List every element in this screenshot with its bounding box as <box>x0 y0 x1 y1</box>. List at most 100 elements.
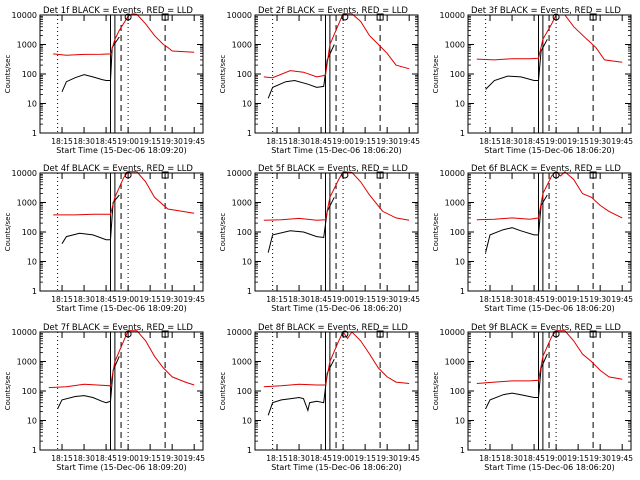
y-tick-label: 100 <box>237 387 252 396</box>
y-tick-label: 1000 <box>17 358 37 367</box>
x-tick-label: 19:15 <box>139 454 161 463</box>
x-tick-label: 18:15 <box>51 454 73 463</box>
events-series-line <box>267 197 335 253</box>
x-tick-label: 18:30 <box>288 454 310 463</box>
square-marker <box>161 13 169 21</box>
x-tick-label: 18:15 <box>479 295 501 304</box>
y-tick-label: 10000 <box>440 328 465 337</box>
y-axis-label: Counts/sec <box>219 372 227 411</box>
y-tick-label: 10000 <box>440 169 465 178</box>
x-tick-label: 18:45 <box>523 295 545 304</box>
x-axis-label: Start Time (15-Dec-06 18:06:20) <box>484 146 615 155</box>
y-tick-label: 1000 <box>232 199 252 208</box>
x-tick-label: 19:45 <box>611 137 633 146</box>
x-tick-label: 18:30 <box>501 295 523 304</box>
x-tick-label: 18:45 <box>310 137 332 146</box>
x-tick-label: 19:45 <box>611 295 633 304</box>
x-tick-label: 18:30 <box>73 137 95 146</box>
x-tick-label: 18:15 <box>51 137 73 146</box>
x-tick-label: 19:15 <box>567 454 589 463</box>
y-axis-label: Counts/sec <box>4 55 12 94</box>
x-tick-label: 18:15 <box>266 454 288 463</box>
x-tick-label: 19:00 <box>545 137 567 146</box>
y-tick-label: 1 <box>460 287 465 296</box>
x-tick-label: 18:30 <box>288 295 310 304</box>
events-series-line <box>61 36 120 92</box>
x-tick-label: 19:00 <box>545 295 567 304</box>
panel-title: Det 1f BLACK = Events, RED = LLD <box>43 6 193 16</box>
y-tick-label: 10000 <box>227 169 252 178</box>
x-tick-label: 19:45 <box>183 295 205 304</box>
lld-series-line <box>48 330 195 389</box>
lld-series-line <box>263 13 410 79</box>
panel-title: Det 5f BLACK = Events, RED = LLD <box>258 164 408 174</box>
y-tick-label: 100 <box>22 387 37 396</box>
events-series-line <box>485 353 548 410</box>
y-axis-label: Counts/sec <box>219 213 227 252</box>
x-tick-label: 18:15 <box>266 137 288 146</box>
det-panel-7: 1 10 100 1000 10000 18:15 18:30 18:45 19:00 19:15… <box>4 323 205 472</box>
x-tick-label: 18:45 <box>95 137 117 146</box>
circle-marker <box>341 171 349 179</box>
x-tick-label: 18:45 <box>310 295 332 304</box>
det-panel-1: 1 10 100 1000 10000 18:15 18:30 18:45 19:00 19:15… <box>4 6 205 155</box>
x-tick-label: 19:45 <box>183 454 205 463</box>
x-tick-label: 18:45 <box>310 454 332 463</box>
x-tick-label: 19:00 <box>117 295 139 304</box>
x-axis-label: Start Time (15-Dec-06 18:09:20) <box>56 463 187 472</box>
x-tick-label: 19:15 <box>354 454 376 463</box>
x-axis-label: Start Time (15-Dec-06 18:06:20) <box>271 146 402 155</box>
events-series-line <box>485 39 548 90</box>
x-tick-label: 18:30 <box>73 454 95 463</box>
square-marker <box>589 330 597 338</box>
x-axis-label: Start Time (15-Dec-06 18:06:20) <box>484 463 615 472</box>
y-tick-label: 1000 <box>232 358 252 367</box>
y-tick-label: 1000 <box>17 41 37 50</box>
x-tick-label: 19:00 <box>332 454 354 463</box>
y-tick-label: 1000 <box>445 358 465 367</box>
y-tick-label: 100 <box>450 70 465 79</box>
panel-title: Det 8f BLACK = Events, RED = LLD <box>258 323 408 333</box>
square-marker <box>589 13 597 21</box>
det-panel-2: 1 10 100 1000 10000 18:15 18:30 18:45 19:00 19:15… <box>219 6 420 155</box>
x-tick-label: 19:00 <box>545 454 567 463</box>
events-series-line <box>57 356 120 410</box>
x-axis-label: Start Time (15-Dec-06 18:06:20) <box>484 304 615 313</box>
x-tick-label: 19:30 <box>589 454 611 463</box>
y-tick-label: 1000 <box>445 41 465 50</box>
panel-title: Det 4f BLACK = Events, RED = LLD <box>43 164 193 174</box>
x-tick-label: 19:45 <box>398 137 420 146</box>
x-tick-label: 18:15 <box>51 295 73 304</box>
y-tick-label: 10 <box>242 100 252 109</box>
y-tick-label: 1 <box>32 446 37 455</box>
y-tick-label: 1 <box>247 287 252 296</box>
panel-title: Det 2f BLACK = Events, RED = LLD <box>258 6 408 16</box>
x-axis-label: Start Time (15-Dec-06 18:09:20) <box>56 304 187 313</box>
y-axis-label: Counts/sec <box>432 213 440 252</box>
panel-title: Det 7f BLACK = Events, RED = LLD <box>43 323 193 333</box>
x-tick-label: 19:15 <box>354 295 376 304</box>
y-tick-label: 10 <box>455 417 465 426</box>
x-tick-label: 19:45 <box>398 295 420 304</box>
x-axis-label: Start Time (15-Dec-06 18:06:20) <box>271 463 402 472</box>
x-tick-label: 18:45 <box>523 454 545 463</box>
x-tick-label: 18:45 <box>95 454 117 463</box>
x-tick-label: 19:30 <box>589 137 611 146</box>
x-tick-label: 18:30 <box>501 454 523 463</box>
y-axis-label: Counts/sec <box>219 55 227 94</box>
y-tick-label: 1 <box>247 129 252 138</box>
y-tick-label: 100 <box>22 228 37 237</box>
events-series-line <box>267 44 335 99</box>
square-marker <box>376 171 384 179</box>
x-tick-label: 19:00 <box>117 454 139 463</box>
y-tick-label: 100 <box>450 387 465 396</box>
lld-series-line <box>476 171 623 221</box>
y-axis-label: Counts/sec <box>4 213 12 252</box>
x-tick-label: 19:15 <box>567 137 589 146</box>
y-tick-label: 10 <box>27 417 37 426</box>
x-tick-label: 19:15 <box>139 295 161 304</box>
lld-series-line <box>53 13 195 56</box>
y-tick-label: 10 <box>242 258 252 267</box>
x-tick-label: 19:45 <box>183 137 205 146</box>
y-axis-label: Counts/sec <box>432 55 440 94</box>
